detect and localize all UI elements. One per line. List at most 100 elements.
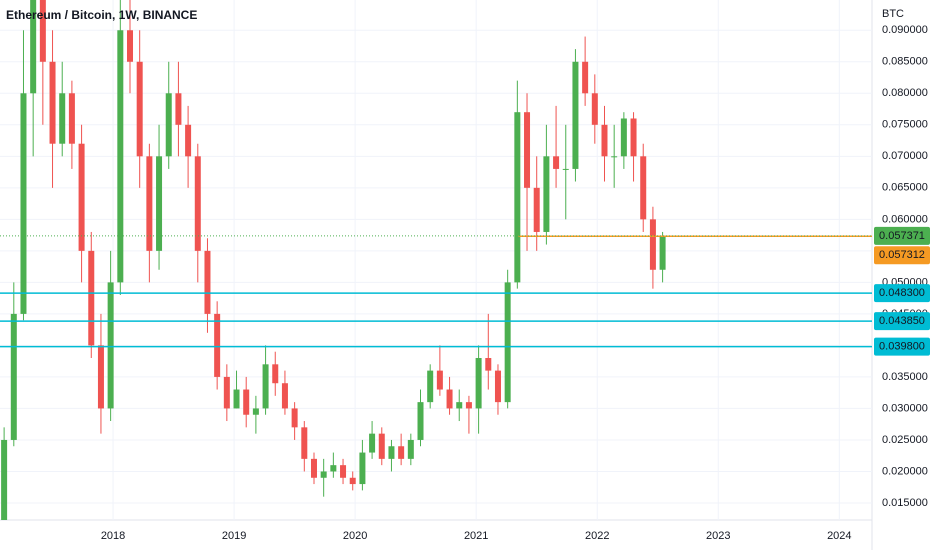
candle-body (504, 282, 511, 403)
y-tick-label: 0.035000 (882, 371, 928, 383)
y-tick-label: 0.025000 (882, 434, 928, 446)
candle-body (204, 250, 211, 314)
chart-title: Ethereum / Bitcoin, 1W, BINANCE (6, 8, 197, 22)
candle-body (262, 364, 269, 409)
candle-body (388, 446, 395, 459)
candle-body (427, 370, 434, 403)
y-tick-label: 0.070000 (882, 150, 928, 162)
candle-body (330, 465, 337, 472)
candle-body (194, 156, 201, 251)
candle-body (252, 408, 259, 415)
x-tick-label: 2021 (464, 530, 488, 542)
x-tick-label: 2022 (585, 530, 609, 542)
candle-body (407, 439, 414, 459)
price-tag-label: 0.039800 (879, 341, 925, 353)
candle-body (649, 219, 656, 270)
candle-body (30, 0, 37, 94)
candle-body (97, 345, 104, 409)
price-tag (874, 246, 930, 265)
x-tick-label: 2019 (222, 530, 246, 542)
candle-body (465, 402, 472, 409)
candle-body (49, 61, 56, 144)
candle-body (359, 452, 366, 485)
y-tick-label: 0.060000 (882, 213, 928, 225)
candle-body (369, 433, 376, 453)
y-axis-label: BTC (882, 8, 904, 20)
candle-body (591, 93, 598, 125)
candle-body (175, 93, 182, 125)
price-tag-label: 0.057312 (879, 249, 925, 261)
candle-body (243, 389, 250, 415)
candle-body (659, 235, 666, 270)
candle-body (156, 156, 163, 251)
candle-body (572, 61, 579, 169)
candle-body (88, 250, 95, 346)
candle-body (165, 93, 172, 157)
candle-body (1, 439, 8, 520)
candle-body (349, 477, 356, 485)
price-tag-label: 0.043850 (879, 315, 925, 327)
candle-body (136, 61, 143, 157)
candle-body (553, 156, 560, 169)
price-tag (874, 312, 930, 331)
y-tick-label: 0.085000 (882, 56, 928, 68)
price-tag (874, 284, 930, 303)
candle-body (524, 112, 531, 188)
candle-body (10, 313, 17, 440)
candle-body (514, 112, 521, 283)
y-tick-label: 0.080000 (882, 87, 928, 99)
candle-body (456, 402, 463, 409)
plot-area (0, 0, 872, 520)
price-tag (874, 337, 930, 356)
candle-body (485, 358, 492, 371)
candle-body (620, 118, 627, 157)
candle-body (301, 427, 308, 459)
candle-body (185, 124, 192, 157)
candle-body (68, 93, 75, 144)
candle-body (494, 370, 501, 403)
candle-body (398, 446, 405, 459)
x-tick-label: 2018 (101, 530, 125, 542)
candle-body (117, 30, 124, 283)
candle-body (20, 93, 27, 314)
candle-body (127, 30, 134, 62)
candle-body (436, 370, 443, 390)
candle-body (59, 93, 66, 144)
candle-body (223, 376, 230, 409)
candle-body (446, 389, 453, 409)
candle-body (233, 389, 240, 409)
candle-body (543, 156, 550, 232)
y-tick-label: 0.020000 (882, 465, 928, 477)
candle-body (78, 143, 85, 251)
y-tick-label: 0.075000 (882, 119, 928, 131)
candle-body (310, 458, 317, 478)
candle-body (272, 364, 279, 384)
candle-body (320, 471, 327, 478)
y-tick-label: 0.090000 (882, 24, 928, 36)
candle-body (582, 61, 589, 94)
candle-body (630, 118, 637, 157)
candle-body (475, 358, 482, 409)
candle-body (107, 282, 114, 409)
candle-body (611, 156, 618, 158)
candle-body (640, 156, 647, 220)
candle-body (291, 408, 298, 428)
candle-body (281, 383, 288, 409)
y-tick-label: 0.030000 (882, 402, 928, 414)
price-tag-label: 0.048300 (879, 287, 925, 299)
x-tick-label: 2023 (706, 530, 730, 542)
x-tick-label: 2020 (343, 530, 367, 542)
candle-body (562, 168, 569, 170)
candle-body (601, 124, 608, 157)
candle-body (378, 433, 385, 459)
y-tick-label: 0.015000 (882, 497, 928, 509)
candle-body (533, 187, 540, 232)
candle-body (417, 402, 424, 440)
price-tag (874, 226, 930, 245)
candle-body (214, 313, 221, 377)
candle-body (39, 0, 46, 62)
x-tick-label: 2024 (827, 530, 851, 542)
